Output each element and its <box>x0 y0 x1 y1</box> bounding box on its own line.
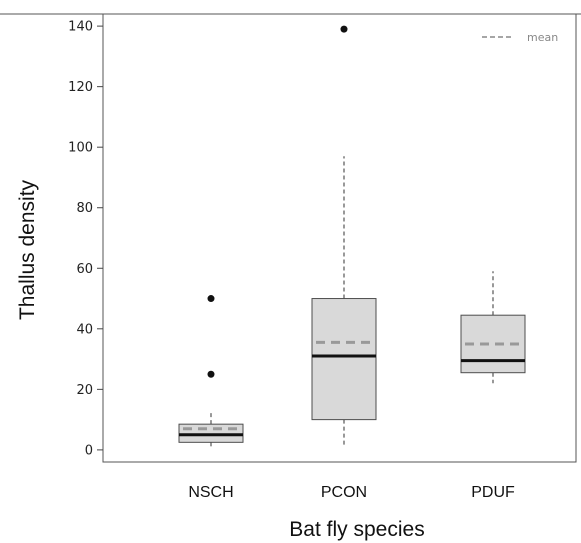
legend: mean <box>482 31 558 44</box>
y-tick-label: 60 <box>76 262 93 277</box>
y-tick-label: 120 <box>68 80 93 95</box>
outlier-point <box>207 370 215 378</box>
outlier-point <box>340 25 348 33</box>
x-axis-title: Bat fly species <box>289 518 424 541</box>
y-axis-title: Thallus density <box>16 179 39 320</box>
iqr-box <box>178 423 244 443</box>
box-nsch <box>178 295 244 447</box>
box-pduf <box>460 271 526 384</box>
y-tick-label: 20 <box>76 383 93 398</box>
outlier-point <box>207 295 215 303</box>
y-tick-label: 100 <box>68 141 93 156</box>
y-axis: 0 20 40 60 80 100 120 140 <box>68 20 103 458</box>
iqr-box <box>311 298 377 421</box>
y-tick-label: 0 <box>85 443 93 458</box>
x-tick-label: PCON <box>321 484 367 501</box>
legend-mean-label: mean <box>527 31 558 44</box>
x-tick-label: NSCH <box>188 484 233 501</box>
y-tick-label: 40 <box>76 322 93 337</box>
box-series <box>178 25 526 447</box>
y-tick-label: 80 <box>76 201 93 216</box>
box-pcon <box>311 25 377 447</box>
x-axis: NSCH PCON PDUF <box>188 484 515 501</box>
x-tick-label: PDUF <box>471 484 515 501</box>
y-tick-label: 140 <box>68 20 93 35</box>
